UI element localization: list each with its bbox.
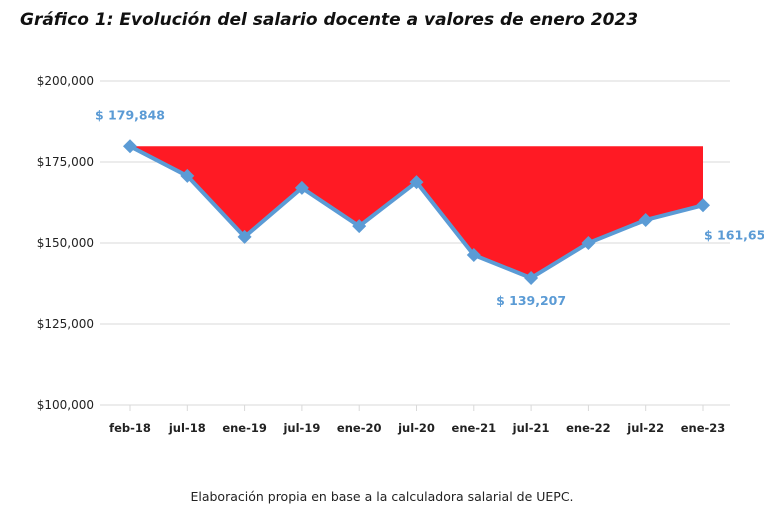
shaded-gap-area	[130, 146, 703, 278]
data-label: $ 139,207	[496, 293, 566, 308]
x-tick-label: jul-19	[282, 421, 320, 435]
data-point	[352, 219, 367, 234]
data-point	[237, 229, 252, 244]
y-tick-label: $200,000	[37, 74, 94, 88]
data-point	[696, 198, 710, 213]
data-point	[180, 168, 195, 183]
x-tick-label: ene-19	[222, 421, 267, 435]
source-note: Elaboración propia en base a la calculad…	[190, 489, 574, 504]
data-label: $ 161,650	[704, 227, 764, 242]
data-point	[581, 236, 596, 250]
x-tick-label: jul-21	[512, 421, 550, 435]
x-tick-label: jul-18	[168, 421, 206, 435]
x-tick-label: jul-20	[397, 421, 435, 435]
x-tick-label: ene-21	[452, 421, 497, 435]
x-tick-label: ene-20	[337, 421, 382, 435]
chart-title: Gráfico 1: Evolución del salario docente…	[20, 10, 639, 30]
data-point	[294, 180, 309, 195]
data-point	[123, 139, 137, 154]
y-tick-label: $150,000	[37, 236, 94, 250]
y-tick-label: $125,000	[37, 317, 94, 331]
data-point	[466, 247, 481, 262]
x-tick-label: feb-18	[109, 421, 151, 435]
y-tick-label: $100,000	[37, 398, 94, 412]
data-point	[409, 175, 424, 190]
x-tick-label: ene-23	[681, 421, 726, 435]
data-point	[638, 212, 653, 227]
data-point	[524, 270, 539, 285]
x-tick-label: ene-22	[566, 421, 611, 435]
x-tick-label: jul-22	[626, 421, 664, 435]
y-tick-label: $175,000	[37, 155, 94, 169]
data-label: $ 179,848	[95, 107, 165, 122]
